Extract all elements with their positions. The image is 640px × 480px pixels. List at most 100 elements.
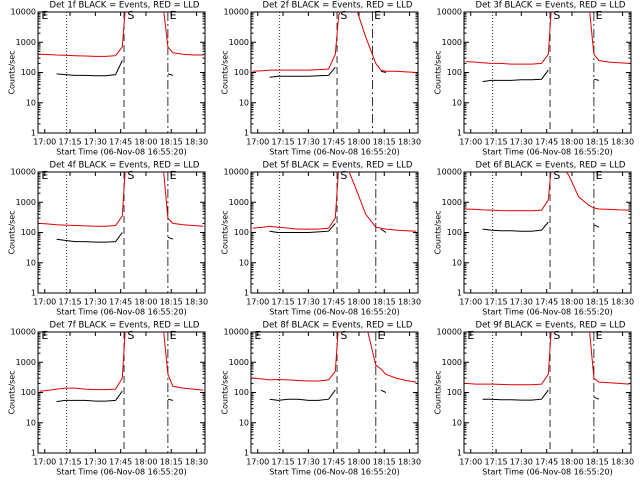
y-tick-label: 100 [234,68,249,77]
annotation: E [41,169,48,182]
y-tick-label: 100 [21,388,36,397]
x-axis-label: Start Time (06-Nov-08 16:55:20) [56,468,186,477]
x-tick-label: 18:00 [134,298,157,307]
panel: Det 4f BLACK = Events, RED = LLD 1 10 100 10… [8,161,209,317]
annotation: E [170,9,177,22]
y-tick-label: 1 [31,289,36,298]
panel: Det 9f BLACK = Events, RED = LLD 1 10 100 10… [434,321,635,477]
x-tick-label: 18:15 [586,458,609,467]
x-tick-label: 17:45 [109,298,132,307]
panel: Det 5f BLACK = Events, RED = LLD 1 10 100 10… [221,161,422,317]
x-axis-label: Start Time (06-Nov-08 16:55:20) [269,308,399,317]
x-tick-label: 17:15 [272,138,295,147]
x-tick-label: 18:30 [611,138,634,147]
x-tick-label: 18:15 [160,138,183,147]
x-tick-label: 18:15 [586,138,609,147]
y-tick-label: 1 [31,129,36,138]
y-tick-label: 1 [31,449,36,458]
y-tick-label: 1000 [442,358,462,367]
x-tick-label: 17:00 [459,138,482,147]
annotation: S [340,329,347,342]
x-tick-label: 18:30 [398,138,421,147]
x-tick-label: 17:45 [109,458,132,467]
x-tick-label: 18:30 [611,458,634,467]
panel: Det 8f BLACK = Events, RED = LLD 1 10 100 10… [221,321,422,477]
series-line [465,12,630,65]
x-tick-label: 17:45 [109,138,132,147]
series-line [39,332,204,392]
plot-frame [250,11,419,134]
x-tick-label: 17:30 [84,138,107,147]
x-tick-label: 17:45 [322,298,345,307]
chart-title: Det 1f BLACK = Events, RED = LLD [50,1,200,11]
y-tick-label: 1 [457,129,462,138]
plot-area [465,172,630,232]
x-axis-label: Start Time (06-Nov-08 16:55:20) [56,308,186,317]
x-tick-label: 17:45 [535,458,558,467]
plot-frame [37,171,206,294]
x-tick-label: 18:00 [134,138,157,147]
y-tick-label: 10000 [224,328,249,337]
x-tick-label: 17:45 [322,458,345,467]
plot-frame [463,171,632,294]
annotation: E [254,329,261,342]
y-axis-label: Counts/sec [221,370,230,414]
chart-title: Det 8f BLACK = Events, RED = LLD [263,321,413,331]
x-tick-label: 18:15 [160,298,183,307]
annotation: S [340,169,347,182]
plot-area [252,172,417,233]
y-axis-label: Counts/sec [8,370,17,414]
annotation: E [41,329,48,342]
y-tick-label: 10000 [11,328,36,337]
y-tick-label: 1 [244,129,249,138]
annotation: E [596,329,603,342]
x-tick-label: 17:30 [510,298,533,307]
y-tick-label: 10 [26,258,36,267]
x-tick-label: 17:45 [535,138,558,147]
annotation: S [127,9,134,22]
series-line [39,12,204,57]
series-line [465,332,630,386]
y-tick-label: 100 [234,388,249,397]
x-axis-label: Start Time (06-Nov-08 16:55:20) [482,308,612,317]
x-tick-label: 18:30 [398,458,421,467]
x-tick-label: 18:00 [560,298,583,307]
y-tick-label: 1000 [16,198,36,207]
annotation: E [596,9,603,22]
annotation: S [340,9,347,22]
series-line [269,66,387,78]
x-tick-label: 17:00 [246,138,269,147]
panel: Det 3f BLACK = Events, RED = LLD 1 10 100 10… [434,1,635,157]
annotation: E [467,329,474,342]
y-axis-label: Counts/sec [8,50,17,94]
annotation: S [127,169,134,182]
y-tick-label: 10 [26,98,36,107]
chart-title: Det 6f BLACK = Events, RED = LLD [476,161,626,171]
y-tick-label: 10000 [437,168,462,177]
series-line [39,172,204,227]
x-tick-label: 17:00 [459,458,482,467]
y-tick-label: 1 [457,449,462,458]
x-tick-label: 17:15 [59,298,82,307]
y-tick-label: 1000 [229,38,249,47]
y-tick-label: 10 [452,258,462,267]
annotation: E [378,329,385,342]
series-line [56,232,174,243]
plot-frame [463,331,632,454]
panel: Det 1f BLACK = Events, RED = LLD 1 10 100 10… [8,1,209,157]
chart-title: Det 4f BLACK = Events, RED = LLD [50,161,200,171]
plot-frame [37,11,206,134]
y-tick-label: 10 [26,418,36,427]
x-tick-label: 17:30 [297,138,320,147]
y-tick-label: 1000 [16,38,36,47]
x-tick-label: 17:00 [246,298,269,307]
chart-title: Det 2f BLACK = Events, RED = LLD [263,1,413,11]
y-tick-label: 1 [457,289,462,298]
x-tick-label: 18:00 [347,298,370,307]
x-tick-label: 18:00 [560,458,583,467]
x-tick-label: 18:30 [185,138,208,147]
series-line [465,172,630,212]
x-tick-label: 17:30 [297,298,320,307]
plot-area [39,172,204,243]
annotation: S [127,329,134,342]
